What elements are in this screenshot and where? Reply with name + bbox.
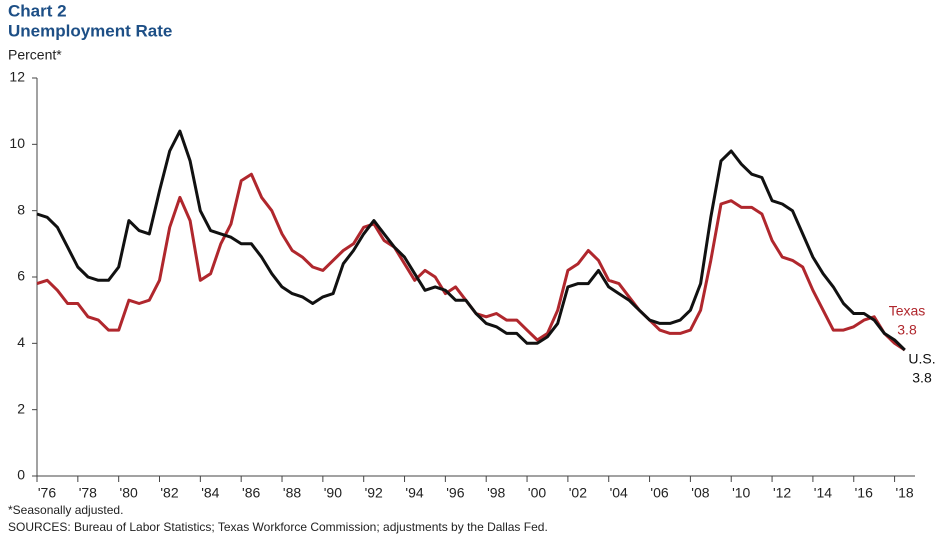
source: SOURCES: Bureau of Labor Statistics; Tex… — [8, 520, 548, 534]
x-tick-label: '96 — [446, 485, 464, 501]
y-tick-label: 2 — [17, 400, 25, 416]
x-tick-label: '94 — [405, 485, 423, 501]
y-tick-label: 10 — [9, 135, 25, 151]
x-tick-label: '10 — [732, 485, 750, 501]
x-tick-label: '78 — [79, 485, 97, 501]
y-tick-label: 4 — [17, 334, 25, 350]
y-tick-label: 6 — [17, 268, 25, 284]
x-tick-label: '76 — [38, 485, 56, 501]
x-tick-label: '00 — [528, 485, 546, 501]
data-label: 3.8 — [912, 370, 932, 386]
series-label: U.S. — [908, 351, 935, 367]
chart-title: Chart 2 — [8, 1, 67, 20]
x-tick-label: '18 — [895, 485, 913, 501]
chart-subtitle: Unemployment Rate — [8, 21, 172, 40]
x-tick-label: '16 — [855, 485, 873, 501]
data-label: 3.8 — [897, 322, 917, 338]
x-tick-label: '98 — [487, 485, 505, 501]
y-axis-label: Percent* — [8, 47, 62, 63]
x-tick-label: '02 — [569, 485, 587, 501]
footnote: *Seasonally adjusted. — [8, 503, 123, 517]
x-tick-label: '04 — [610, 485, 628, 501]
x-tick-label: '86 — [242, 485, 260, 501]
y-tick-label: 12 — [9, 69, 25, 85]
x-tick-label: '88 — [283, 485, 301, 501]
series-line — [36, 129, 906, 352]
y-tick-label: 8 — [17, 201, 25, 217]
x-tick-label: '90 — [324, 485, 342, 501]
x-tick-label: '08 — [691, 485, 709, 501]
x-tick-label: '84 — [201, 485, 219, 501]
series-label: Texas — [889, 303, 926, 319]
x-tick-label: '14 — [814, 485, 832, 501]
x-tick-label: '12 — [773, 485, 791, 501]
x-tick-label: '92 — [365, 485, 383, 501]
x-tick-label: '80 — [120, 485, 138, 501]
y-tick-label: 0 — [17, 467, 25, 483]
x-tick-label: '06 — [650, 485, 668, 501]
x-tick-label: '82 — [160, 485, 178, 501]
